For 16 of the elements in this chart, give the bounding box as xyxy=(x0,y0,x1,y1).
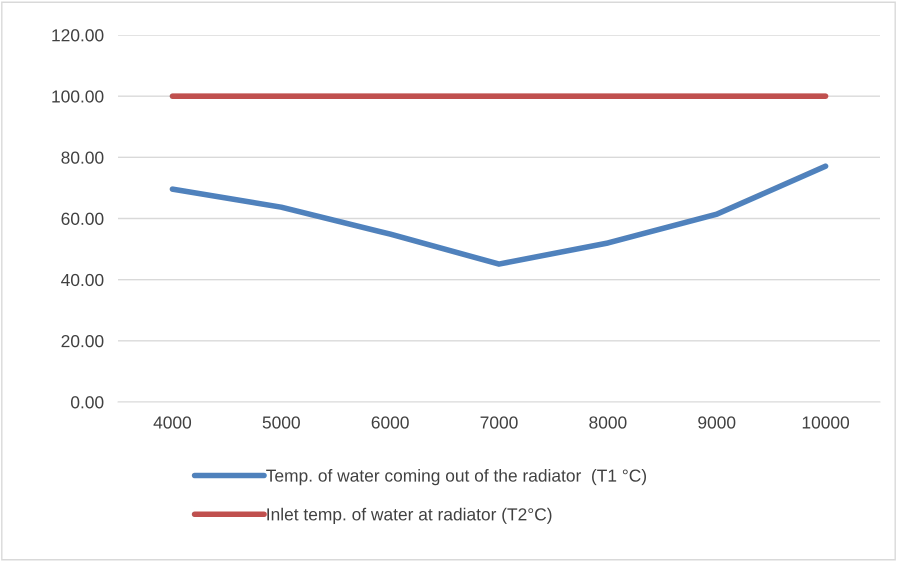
y-tick-label: 40.00 xyxy=(61,274,104,286)
y-tick-label: 100.00 xyxy=(52,90,104,103)
x-tick-label: 7000 xyxy=(480,416,518,429)
legend-label: Temp. of water coming out of the radiator (T1 °C) xyxy=(266,469,646,486)
y-tick-label: 120.00 xyxy=(52,29,104,42)
x-tick-label: 6000 xyxy=(372,416,409,429)
legend-label: Inlet temp. of water at radiator (T2°C) xyxy=(267,508,552,524)
y-tick-label: 20.00 xyxy=(62,335,104,348)
x-tick-label: 5000 xyxy=(262,416,300,429)
y-tick-label: 0.00 xyxy=(71,396,104,408)
x-tick-label: 4000 xyxy=(154,416,192,429)
x-tick-label: 8000 xyxy=(589,416,626,429)
y-tick-label: 80.00 xyxy=(61,152,104,164)
y-tick-label: 60.00 xyxy=(62,212,104,225)
x-tick-label: 10000 xyxy=(802,416,850,429)
x-tick-label: 9000 xyxy=(698,416,736,429)
